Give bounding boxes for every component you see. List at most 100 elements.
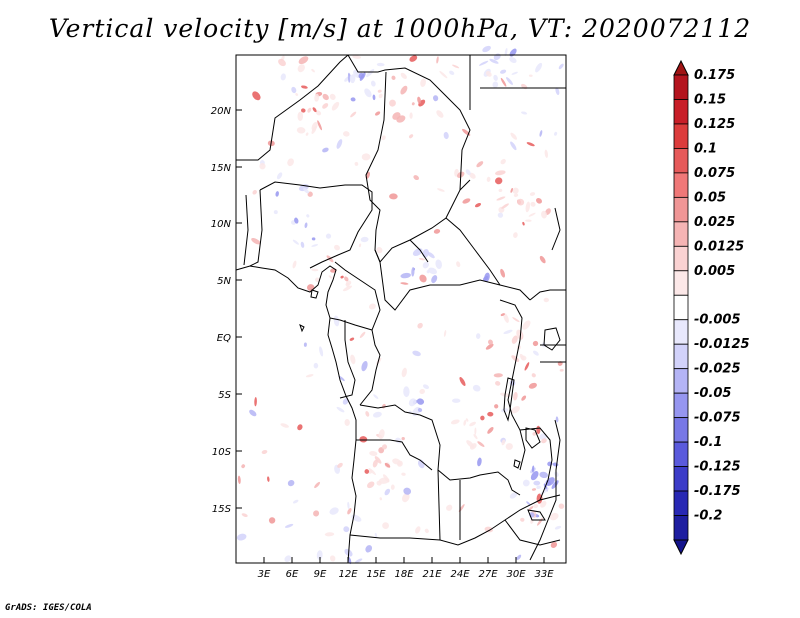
lon-tick-label: 3E	[258, 569, 271, 580]
field-cell	[366, 68, 375, 78]
field-cell	[376, 247, 383, 254]
field-cell	[516, 554, 522, 560]
field-cell	[528, 74, 533, 77]
colorbar-label: -0.125	[694, 460, 741, 475]
field-cell	[422, 384, 430, 389]
country-borders	[235, 54, 566, 563]
field-cell	[450, 419, 460, 425]
colorbar-label: -0.075	[694, 411, 741, 426]
field-cell	[401, 436, 405, 441]
field-cell	[319, 346, 324, 357]
field-cell	[449, 70, 455, 75]
field-cell	[476, 161, 484, 168]
field-cell	[475, 333, 481, 339]
colorbar-label: 0.05	[694, 190, 726, 205]
field-cell	[378, 477, 390, 484]
field-cell	[533, 503, 539, 509]
field-cell	[466, 440, 475, 448]
field-cell	[297, 64, 305, 73]
field-cell	[329, 507, 339, 515]
field-cell	[252, 91, 261, 101]
lon-tick-label: 9E	[314, 569, 327, 580]
field-cell	[525, 201, 531, 213]
field-cell	[419, 388, 425, 395]
field-cell	[539, 471, 548, 479]
field-cell	[521, 395, 527, 401]
field-cell	[378, 93, 383, 99]
field-cell	[296, 127, 306, 134]
field-cell	[500, 158, 506, 165]
field-cell	[526, 501, 531, 506]
field-cell	[400, 72, 407, 79]
field-cell	[456, 261, 461, 268]
field-cell	[510, 132, 517, 140]
field-cell	[513, 193, 519, 197]
field-cell	[513, 391, 518, 401]
field-cell	[415, 526, 421, 534]
field-cell	[462, 198, 471, 204]
colorbar-label: 0.005	[694, 264, 735, 279]
field-cell	[418, 257, 425, 261]
field-cell	[522, 479, 530, 487]
colorbar-swatch	[673, 392, 689, 419]
field-cell	[482, 45, 491, 53]
field-cell	[354, 161, 359, 166]
field-cell	[360, 236, 369, 243]
field-cell	[555, 87, 560, 95]
field-cell	[493, 74, 498, 81]
field-cell	[530, 471, 539, 481]
field-cell	[528, 506, 534, 511]
field-cell	[340, 275, 344, 279]
colorbar-swatch	[673, 319, 689, 345]
lon-tick-label: 27E	[478, 569, 498, 580]
lat-tick-label: EQ	[217, 333, 231, 344]
field-cell	[524, 362, 530, 371]
field-cell	[413, 175, 419, 181]
field-cell	[336, 139, 343, 149]
field-cell	[416, 398, 425, 405]
field-cell	[494, 404, 499, 409]
field-cell	[311, 237, 316, 241]
field-cell	[349, 337, 355, 341]
field-cell	[500, 268, 506, 278]
field-cell	[437, 188, 445, 192]
field-cell	[322, 103, 329, 109]
field-cell	[374, 111, 381, 116]
field-cell	[313, 362, 319, 369]
field-cell	[252, 190, 257, 195]
lon-tick-label: 33E	[534, 569, 554, 580]
field-cell	[350, 111, 357, 118]
colorbar-label: -0.175	[694, 484, 741, 499]
field-cell	[522, 221, 525, 226]
map-title: Vertical velocity [m/s] at 1000hPa, VT: …	[48, 14, 752, 43]
field-cell	[331, 101, 340, 111]
field-cell	[551, 480, 559, 489]
field-cell	[347, 501, 350, 509]
field-cell	[305, 132, 309, 136]
field-cell	[347, 72, 351, 83]
field-cell	[392, 458, 401, 465]
field-cell	[459, 376, 466, 387]
field-cell	[487, 427, 494, 434]
field-cell	[530, 201, 536, 207]
field-cell	[401, 472, 406, 476]
field-cell	[361, 360, 368, 372]
field-cell	[558, 503, 565, 509]
field-cell	[536, 485, 541, 490]
field-cell	[303, 342, 307, 347]
field-cell	[396, 115, 406, 123]
field-cell	[384, 488, 391, 496]
field-cell	[301, 85, 308, 89]
field-cell	[558, 63, 564, 70]
colorbar-swatch	[673, 270, 689, 296]
field-cell	[306, 214, 310, 218]
field-cell	[374, 532, 378, 538]
field-cell	[525, 219, 532, 222]
field-cell	[352, 55, 362, 59]
field-cell	[500, 313, 505, 316]
field-cell	[276, 172, 283, 180]
field-cell	[554, 131, 558, 136]
field-cell	[432, 95, 439, 102]
field-cell	[554, 525, 562, 530]
field-cell	[427, 252, 435, 259]
